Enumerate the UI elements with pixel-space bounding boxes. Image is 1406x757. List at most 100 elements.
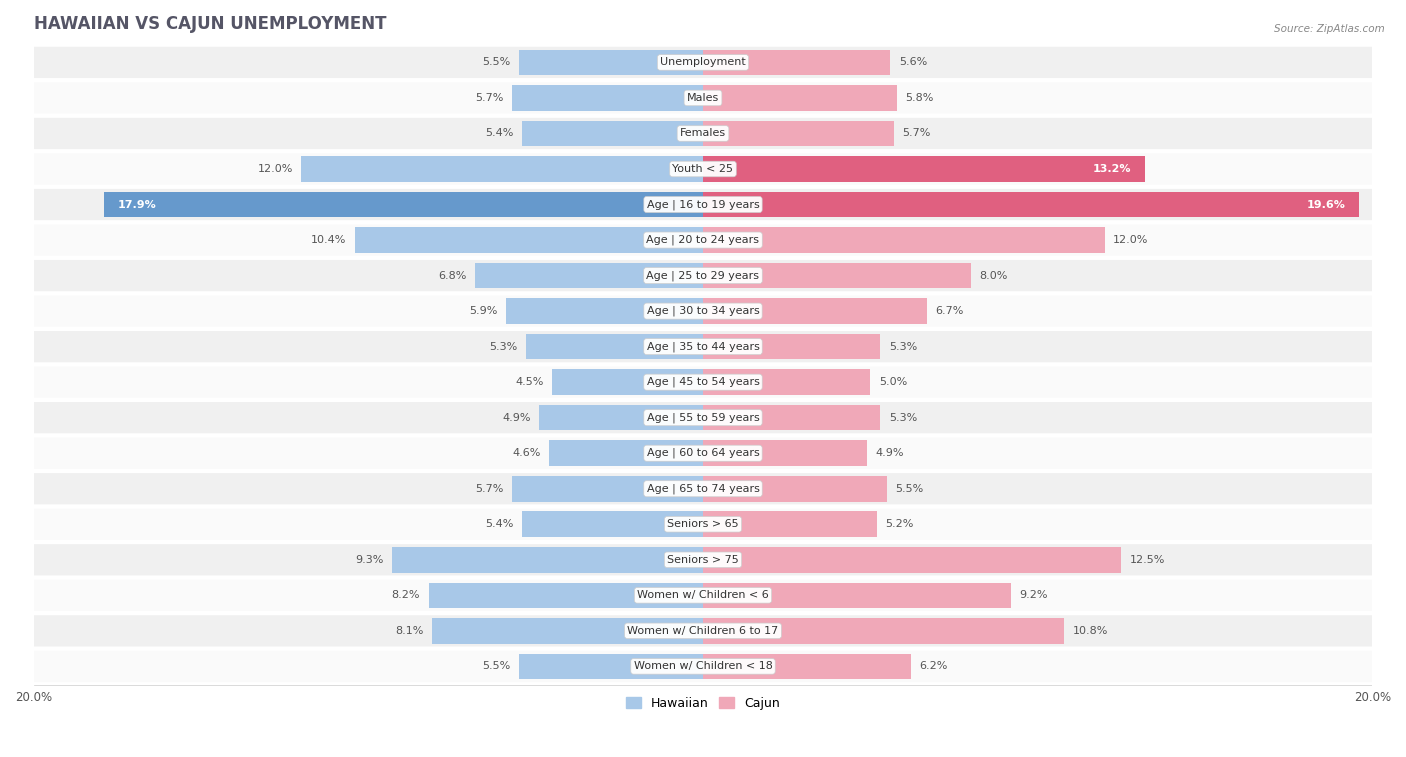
Bar: [392, 547, 703, 572]
Bar: [512, 86, 703, 111]
Text: 5.3%: 5.3%: [889, 413, 917, 422]
Bar: [548, 441, 703, 466]
FancyBboxPatch shape: [34, 544, 1372, 575]
Bar: [703, 369, 870, 395]
Text: Youth < 25: Youth < 25: [672, 164, 734, 174]
Text: 4.6%: 4.6%: [512, 448, 541, 458]
Bar: [512, 476, 703, 502]
Text: Age | 55 to 59 years: Age | 55 to 59 years: [647, 413, 759, 423]
FancyBboxPatch shape: [34, 331, 1372, 363]
Bar: [703, 86, 897, 111]
Text: Seniors > 75: Seniors > 75: [666, 555, 740, 565]
Text: 5.5%: 5.5%: [482, 58, 510, 67]
Bar: [703, 263, 970, 288]
Bar: [703, 653, 911, 679]
Text: Age | 60 to 64 years: Age | 60 to 64 years: [647, 448, 759, 459]
Text: Males: Males: [688, 93, 718, 103]
Text: 17.9%: 17.9%: [117, 200, 156, 210]
Text: 5.6%: 5.6%: [898, 58, 927, 67]
Text: Women w/ Children 6 to 17: Women w/ Children 6 to 17: [627, 626, 779, 636]
FancyBboxPatch shape: [34, 402, 1372, 433]
Text: 8.2%: 8.2%: [392, 590, 420, 600]
FancyBboxPatch shape: [34, 260, 1372, 291]
Bar: [354, 227, 703, 253]
Bar: [703, 547, 1122, 572]
Text: 8.0%: 8.0%: [979, 270, 1008, 281]
Bar: [301, 156, 703, 182]
FancyBboxPatch shape: [34, 189, 1372, 220]
Bar: [526, 334, 703, 360]
Text: 5.7%: 5.7%: [475, 484, 503, 494]
Text: 5.3%: 5.3%: [489, 341, 517, 352]
Text: Women w/ Children < 6: Women w/ Children < 6: [637, 590, 769, 600]
Text: 5.7%: 5.7%: [475, 93, 503, 103]
Text: 10.8%: 10.8%: [1073, 626, 1108, 636]
Text: Women w/ Children < 18: Women w/ Children < 18: [634, 662, 772, 671]
Text: Unemployment: Unemployment: [661, 58, 745, 67]
FancyBboxPatch shape: [34, 438, 1372, 469]
Text: Age | 35 to 44 years: Age | 35 to 44 years: [647, 341, 759, 352]
Text: 5.5%: 5.5%: [482, 662, 510, 671]
Bar: [429, 583, 703, 608]
Text: 6.8%: 6.8%: [439, 270, 467, 281]
Text: 13.2%: 13.2%: [1092, 164, 1132, 174]
Text: Age | 20 to 24 years: Age | 20 to 24 years: [647, 235, 759, 245]
Text: Age | 25 to 29 years: Age | 25 to 29 years: [647, 270, 759, 281]
FancyBboxPatch shape: [34, 509, 1372, 540]
Bar: [522, 512, 703, 537]
Bar: [104, 192, 703, 217]
FancyBboxPatch shape: [34, 295, 1372, 327]
Bar: [703, 227, 1105, 253]
FancyBboxPatch shape: [34, 615, 1372, 646]
Bar: [703, 192, 1360, 217]
FancyBboxPatch shape: [34, 580, 1372, 611]
Bar: [703, 405, 880, 431]
FancyBboxPatch shape: [34, 473, 1372, 504]
Text: 5.3%: 5.3%: [889, 341, 917, 352]
Text: 4.9%: 4.9%: [502, 413, 530, 422]
Text: 5.5%: 5.5%: [896, 484, 924, 494]
Bar: [703, 156, 1144, 182]
Bar: [553, 369, 703, 395]
Text: 5.4%: 5.4%: [485, 519, 513, 529]
Text: 9.3%: 9.3%: [354, 555, 384, 565]
Bar: [703, 618, 1064, 643]
Text: 19.6%: 19.6%: [1306, 200, 1346, 210]
Bar: [703, 334, 880, 360]
Text: 8.1%: 8.1%: [395, 626, 423, 636]
Bar: [522, 120, 703, 146]
Bar: [519, 653, 703, 679]
Text: HAWAIIAN VS CAJUN UNEMPLOYMENT: HAWAIIAN VS CAJUN UNEMPLOYMENT: [34, 15, 387, 33]
Text: 5.8%: 5.8%: [905, 93, 934, 103]
Text: Age | 65 to 74 years: Age | 65 to 74 years: [647, 484, 759, 494]
Bar: [538, 405, 703, 431]
Text: 4.5%: 4.5%: [516, 377, 544, 387]
Bar: [703, 50, 890, 75]
Legend: Hawaiian, Cajun: Hawaiian, Cajun: [621, 692, 785, 715]
Bar: [703, 441, 868, 466]
Text: 12.5%: 12.5%: [1130, 555, 1166, 565]
Bar: [506, 298, 703, 324]
Text: Age | 30 to 34 years: Age | 30 to 34 years: [647, 306, 759, 316]
Bar: [703, 512, 877, 537]
Text: Females: Females: [681, 129, 725, 139]
FancyBboxPatch shape: [34, 154, 1372, 185]
FancyBboxPatch shape: [34, 224, 1372, 256]
Bar: [432, 618, 703, 643]
Text: 6.2%: 6.2%: [920, 662, 948, 671]
Text: Seniors > 65: Seniors > 65: [668, 519, 738, 529]
FancyBboxPatch shape: [34, 118, 1372, 149]
Bar: [703, 298, 928, 324]
Text: 12.0%: 12.0%: [257, 164, 292, 174]
FancyBboxPatch shape: [34, 651, 1372, 682]
Text: 10.4%: 10.4%: [311, 235, 346, 245]
Text: 9.2%: 9.2%: [1019, 590, 1047, 600]
Text: 4.9%: 4.9%: [876, 448, 904, 458]
Text: Age | 45 to 54 years: Age | 45 to 54 years: [647, 377, 759, 388]
FancyBboxPatch shape: [34, 47, 1372, 78]
Bar: [519, 50, 703, 75]
Text: 6.7%: 6.7%: [935, 306, 965, 316]
FancyBboxPatch shape: [34, 366, 1372, 397]
Bar: [475, 263, 703, 288]
Text: 12.0%: 12.0%: [1114, 235, 1149, 245]
